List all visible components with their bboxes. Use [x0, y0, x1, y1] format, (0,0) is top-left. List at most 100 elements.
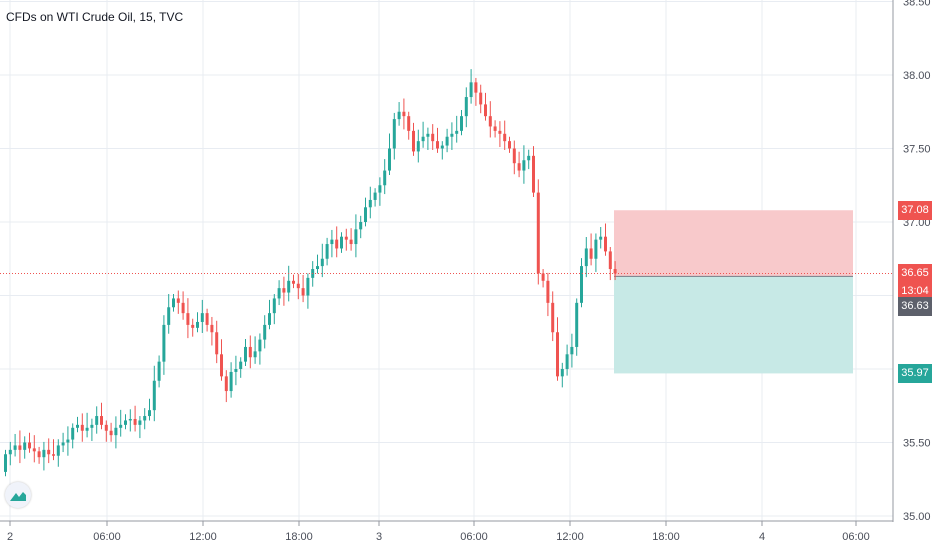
target-price-tag: 35.97 — [898, 364, 932, 384]
candle-body — [176, 298, 180, 303]
candle-body — [162, 324, 166, 362]
candle-body — [167, 307, 171, 325]
candle-body — [85, 427, 89, 431]
candle-body — [148, 410, 151, 417]
candle-body — [431, 133, 435, 142]
time-axis[interactable]: 2 06:00 12:00 18:00 3 06:00 12:00 18:00 4 06:00 — [7, 521, 870, 543]
candle-body — [320, 258, 324, 267]
candle-body — [277, 288, 281, 299]
candle-body — [378, 185, 382, 193]
candle-body — [392, 119, 396, 149]
candle-body — [119, 424, 123, 428]
candle-body — [234, 369, 238, 372]
candle-body — [268, 313, 271, 325]
candle-body — [220, 354, 223, 377]
candle-body — [436, 141, 439, 149]
time-tick-label: 12:00 — [189, 531, 217, 543]
candle-body — [599, 236, 603, 240]
candle-body — [484, 104, 487, 117]
candle-body — [61, 442, 65, 446]
bar-countdown-tag: 13:04 — [898, 282, 932, 302]
candle-body — [402, 111, 406, 117]
candle-body — [373, 192, 377, 200]
candle-body — [248, 346, 252, 358]
candle-body — [608, 251, 612, 270]
candle-body — [186, 313, 190, 325]
price-tick-label: 35.50 — [903, 438, 931, 450]
candle-body — [239, 361, 243, 369]
price-tick-label: 35.00 — [903, 511, 931, 523]
candle-body — [354, 229, 358, 245]
time-tick-label: 2 — [7, 531, 13, 543]
candle-body — [306, 277, 310, 296]
candle-body — [90, 424, 94, 428]
take-profit-zone[interactable] — [614, 276, 853, 374]
candle-body — [479, 92, 483, 105]
candle-body — [100, 416, 103, 425]
candle-body — [450, 133, 454, 137]
candle-body — [292, 280, 295, 284]
time-tick-label: 12:00 — [556, 531, 584, 543]
candle-body — [532, 155, 535, 193]
candle-body — [95, 416, 99, 425]
candle-body — [191, 324, 195, 328]
candle-body — [66, 439, 70, 443]
candle-body — [469, 82, 473, 98]
candle-body — [397, 111, 401, 120]
candle-body — [47, 449, 51, 455]
candle-body — [8, 449, 12, 455]
candle-body — [407, 116, 411, 131]
candle-body — [205, 313, 209, 325]
candle-body — [32, 448, 36, 452]
price-tick-label: 38.00 — [903, 70, 931, 82]
candle-body — [412, 130, 415, 152]
candle-body — [488, 116, 492, 127]
candle-body — [613, 269, 617, 274]
candle-body — [258, 339, 262, 352]
candle-body — [152, 380, 156, 411]
candle-body — [124, 420, 127, 425]
candle-body — [330, 239, 334, 245]
candle-body — [508, 141, 511, 149]
candle-body — [517, 163, 521, 171]
candle-body — [546, 280, 550, 303]
price-tick-label: 37.50 — [903, 144, 931, 156]
tradingview-logo-icon[interactable] — [5, 482, 31, 508]
candle-body — [560, 369, 564, 377]
candle-body — [301, 288, 305, 296]
candle-body — [349, 239, 353, 245]
candle-body — [556, 332, 559, 377]
candle-body — [536, 192, 540, 274]
candle-body — [421, 136, 425, 142]
candle-body — [37, 451, 41, 458]
candle-body — [80, 424, 84, 431]
candle-body — [416, 141, 420, 152]
candle-body — [335, 239, 339, 249]
candle-body — [594, 239, 598, 259]
candle-body — [287, 280, 291, 293]
candle-body — [541, 273, 545, 281]
candle-body — [565, 354, 569, 369]
candle-body — [460, 116, 463, 131]
candle-body — [76, 424, 79, 428]
stop-price-tag: 37.08 — [898, 201, 932, 221]
candle-body — [157, 361, 161, 381]
candle-body — [138, 420, 142, 425]
candle-body — [196, 321, 199, 328]
candle-body — [455, 130, 459, 134]
candle-body — [512, 148, 516, 164]
candle-body — [109, 430, 113, 436]
candle-body — [172, 298, 175, 308]
candle-body — [364, 207, 367, 222]
candles — [4, 69, 617, 477]
candle-body — [23, 442, 27, 450]
candle-body — [325, 244, 329, 259]
candle-body — [181, 302, 185, 314]
candle-body — [18, 445, 22, 450]
stop-loss-zone[interactable] — [614, 210, 853, 277]
candle-body — [344, 236, 348, 240]
candle-body — [383, 170, 387, 186]
candle-body — [368, 199, 372, 208]
